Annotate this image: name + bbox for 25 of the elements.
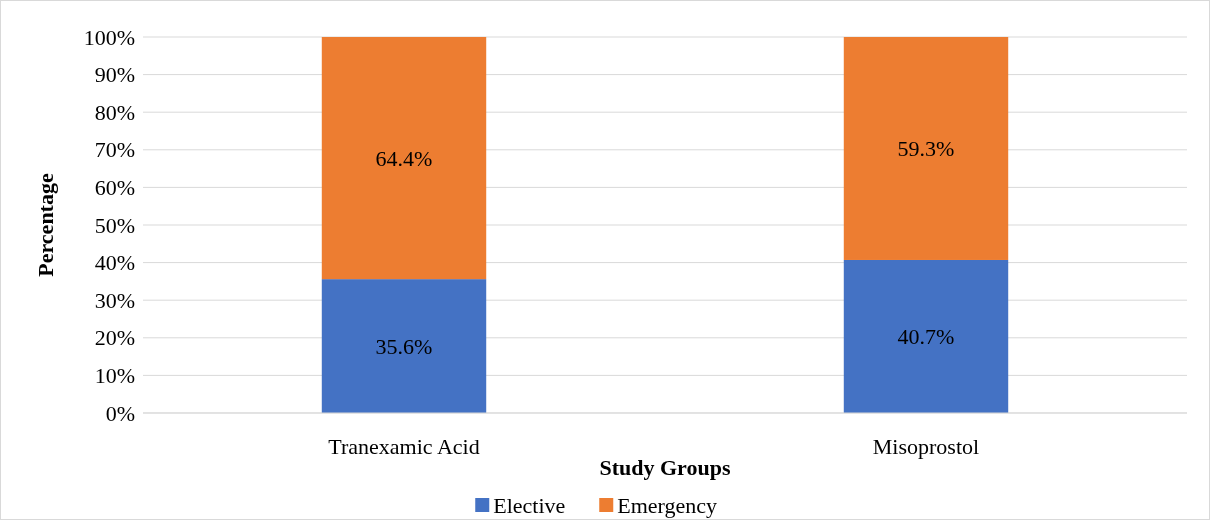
y-tick-label: 50% [94, 212, 135, 238]
x-axis-title: Study Groups [599, 454, 731, 480]
x-tick-label: Misoprostol [872, 433, 980, 459]
bar [843, 259, 1009, 413]
y-tick-label: 30% [94, 287, 135, 313]
data-label: 64.4% [375, 145, 433, 171]
y-tick-label: 60% [94, 174, 135, 200]
y-tick-label: 90% [94, 62, 135, 88]
y-tick-label: 0% [105, 400, 135, 426]
bar [321, 279, 487, 413]
y-tick-label: 20% [94, 325, 135, 351]
y-axis-title: Percentage [32, 173, 58, 277]
legend-label: Emergency [617, 492, 718, 518]
y-tick-label: 80% [94, 99, 135, 125]
x-tick-label: Tranexamic Acid [328, 433, 480, 459]
bar [321, 37, 487, 280]
bar [843, 37, 1009, 260]
legend-label: Elective [493, 492, 566, 518]
y-tick-label: 10% [94, 362, 135, 388]
y-tick-label: 70% [94, 137, 135, 163]
data-label: 40.7% [897, 323, 955, 349]
data-label: 59.3% [897, 135, 955, 161]
y-tick-label: 40% [94, 250, 135, 276]
data-label: 35.6% [375, 333, 433, 359]
y-tick-label: 100% [83, 24, 135, 50]
